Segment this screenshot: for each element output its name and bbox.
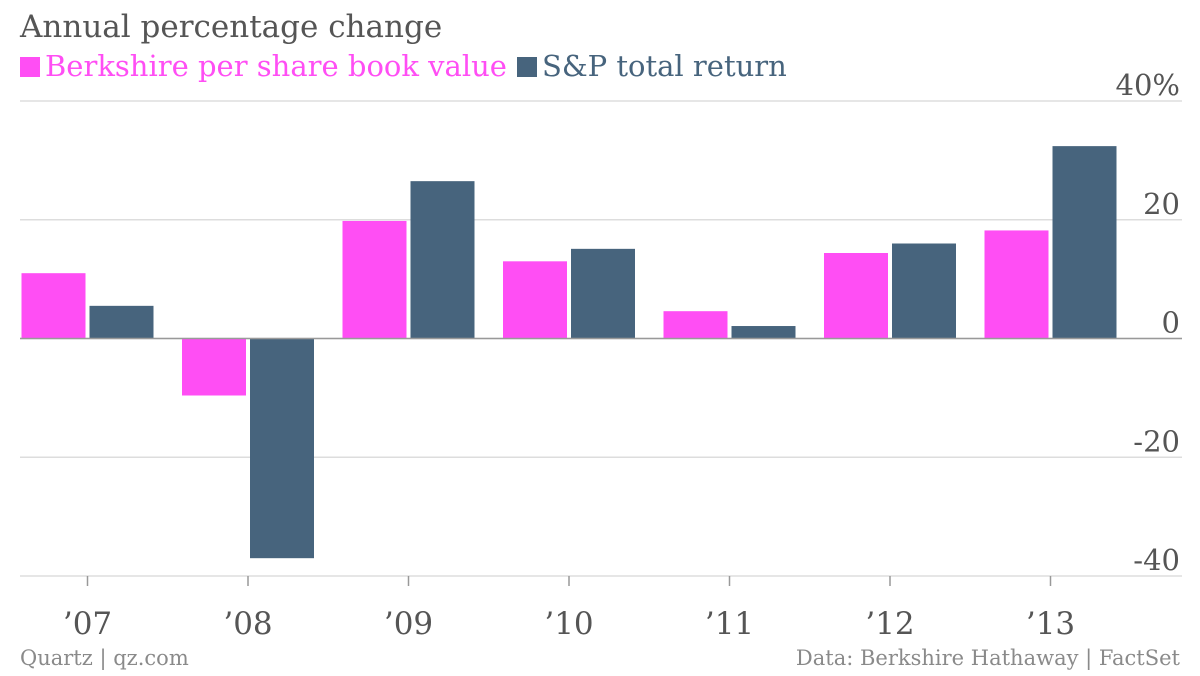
x-tick-label: ’09 [384, 606, 433, 642]
y-tick-label: 40% [1116, 68, 1180, 102]
legend: Berkshire per share book value S&P total… [20, 52, 797, 81]
x-tick-label: ’11 [705, 606, 754, 642]
chart-title: Annual percentage change [20, 9, 443, 45]
y-tick-label: -40 [1133, 543, 1180, 577]
x-tick-label: ’08 [223, 606, 272, 642]
bar-sp [731, 326, 796, 339]
legend-item-sp: S&P total return [516, 49, 787, 83]
bar-berkshire [503, 261, 567, 339]
legend-swatch-sp [516, 56, 537, 77]
bar-berkshire [984, 230, 1049, 339]
bar-berkshire [182, 338, 246, 396]
x-tick-label: ’07 [63, 606, 112, 642]
legend-swatch-berkshire [20, 56, 40, 77]
bar-berkshire [663, 311, 728, 339]
data-source: Data: Berkshire Hathaway | FactSet [795, 646, 1180, 670]
legend-label-sp: S&P total return [541, 49, 787, 83]
bar-sp [89, 305, 154, 339]
bar-berkshire [824, 253, 888, 339]
bar-berkshire [21, 273, 86, 339]
bar-sp [250, 338, 314, 559]
bar-sp [410, 181, 475, 339]
y-tick-label: -20 [1133, 424, 1180, 458]
legend-label-berkshire: Berkshire per share book value [45, 49, 507, 83]
x-tick-label: ’13 [1026, 606, 1075, 642]
source-credit: Quartz | qz.com [20, 646, 189, 670]
bar-berkshire [342, 220, 407, 339]
bar-sp [892, 243, 956, 339]
x-tick-label: ’10 [544, 606, 593, 642]
x-tick-label: ’12 [865, 606, 914, 642]
y-tick-label: 0 [1162, 306, 1180, 340]
legend-item-berkshire: Berkshire per share book value [20, 52, 507, 81]
bar-sp [571, 248, 635, 339]
y-tick-label: 20 [1143, 187, 1180, 221]
bar-sp [1052, 146, 1117, 339]
